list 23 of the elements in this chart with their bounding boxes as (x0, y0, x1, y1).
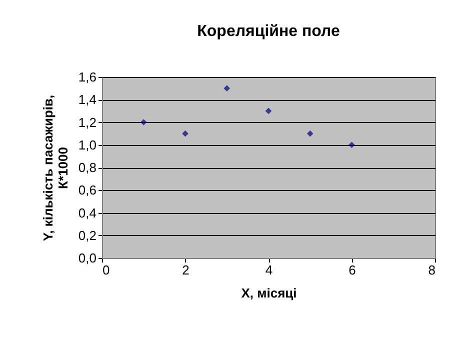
y-tick-label: 1,2 (78, 114, 96, 130)
x-tick-label: 6 (348, 262, 356, 278)
y-axis-title: Y, кількість пасажирів, К*1000 (40, 94, 70, 242)
point (348, 142, 355, 148)
x-tick-label: 4 (265, 262, 273, 278)
y-tick-label: 0,4 (78, 205, 96, 220)
y-tick-label: 0,0 (78, 250, 96, 266)
point (140, 119, 147, 126)
y-tick-label: 0,2 (78, 228, 96, 243)
point (182, 130, 188, 137)
y-tick-label: 1,6 (78, 70, 96, 84)
y-tick-label: 0,6 (78, 182, 96, 198)
point (224, 85, 230, 92)
chart-title: Кореляційне поле (197, 23, 340, 40)
point (306, 130, 314, 137)
y-tick-label: 1,0 (78, 137, 96, 152)
y-tick-label: 0,8 (78, 160, 96, 175)
point (265, 108, 272, 114)
x-tick-label: 2 (182, 262, 190, 278)
y-tick-label: 1,4 (78, 92, 96, 108)
x-axis-title: X, місяці (241, 286, 297, 300)
x-tick-label: 8 (428, 262, 436, 278)
x-tick-label: 0 (102, 262, 110, 278)
